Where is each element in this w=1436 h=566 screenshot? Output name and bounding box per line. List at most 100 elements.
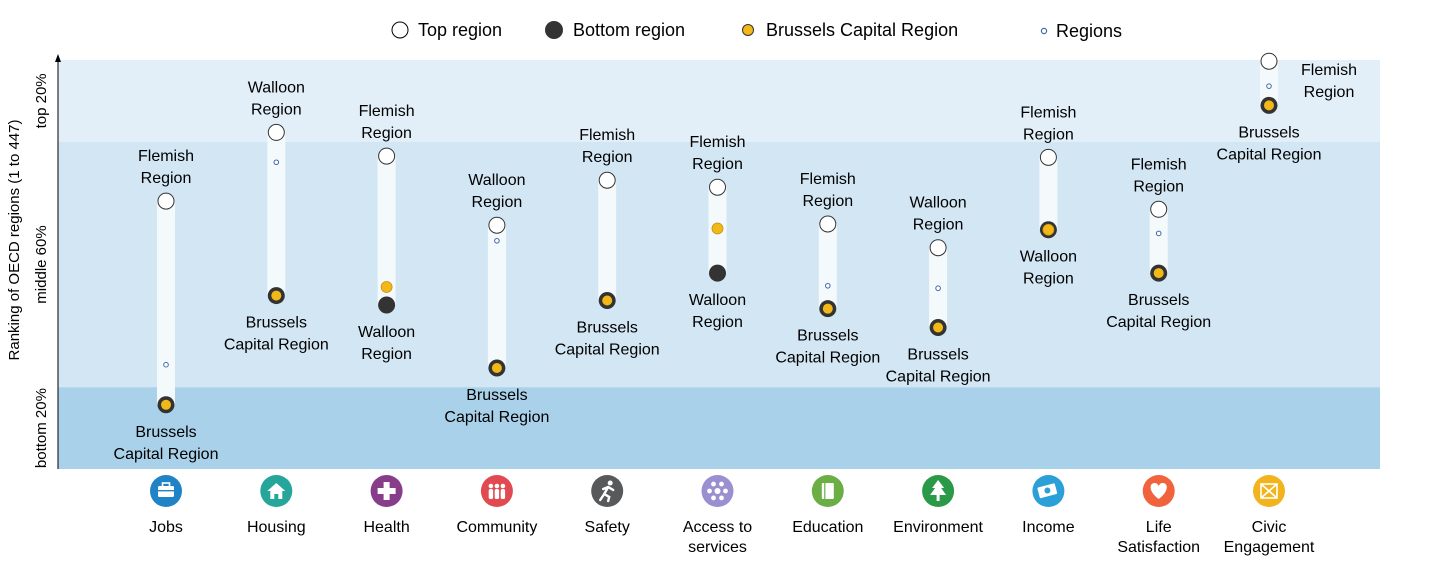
brussels-dot <box>822 303 833 314</box>
top-region-label: Walloon <box>909 195 966 212</box>
bottom-region-label: Capital Region <box>886 368 991 385</box>
glyph <box>930 480 947 495</box>
top-region-dot <box>1150 200 1168 218</box>
book-icon <box>811 475 844 507</box>
bottom-region-label: Region <box>692 314 743 331</box>
banknote-icon <box>1032 475 1065 507</box>
range-bar <box>818 224 837 309</box>
band-label: bottom 20% <box>33 388 50 468</box>
glyph <box>161 482 171 488</box>
range-bar <box>598 180 617 301</box>
bottom-region-label: Brussels <box>907 346 968 363</box>
glyph <box>1260 483 1278 499</box>
glyph <box>936 495 940 501</box>
range-bar <box>487 225 506 368</box>
glyph <box>1044 487 1051 494</box>
network-dots-icon <box>701 475 734 507</box>
category-housing <box>267 123 286 305</box>
top-region-label: Flemish <box>1301 62 1357 79</box>
top-region-label: Region <box>1023 126 1074 143</box>
bottom-region-label: Walloon <box>689 292 746 309</box>
category-label: services <box>688 539 747 556</box>
glyph <box>821 483 834 499</box>
category-health <box>377 147 396 314</box>
range-bars <box>157 52 1278 414</box>
glyph <box>494 483 500 489</box>
top-region-dot <box>267 123 285 141</box>
band-label: top 20% <box>33 73 50 128</box>
legend-top-marker <box>391 21 409 39</box>
bottom-region-dot <box>709 264 726 282</box>
brussels-dot <box>1153 268 1164 279</box>
top-region-dot <box>819 215 837 233</box>
glyph <box>158 490 174 492</box>
top-region-label: Flemish <box>579 127 635 144</box>
band-bottom-20- <box>58 387 1380 469</box>
bottom-region-label: Walloon <box>1020 249 1077 266</box>
category-label: Health <box>363 519 409 536</box>
glyph <box>488 489 494 499</box>
top-region-dot <box>378 147 396 165</box>
brussels-dot <box>933 322 944 333</box>
bottom-region-label: Capital Region <box>444 409 549 426</box>
legend: Top region Bottom region Brussels Capital … <box>391 20 1122 41</box>
top-region-dot <box>157 192 175 210</box>
top-region-label: Flemish <box>138 148 194 165</box>
glyph <box>158 486 174 497</box>
top-region-label: Region <box>1304 84 1355 101</box>
bottom-region-label: Brussels <box>1238 124 1299 141</box>
top-region-label: Walloon <box>248 79 305 96</box>
glyph <box>377 482 396 500</box>
people-icon <box>480 475 513 507</box>
category-label: Safety <box>585 519 630 536</box>
bottom-region-label: Capital Region <box>1217 146 1322 163</box>
range-bar <box>267 132 286 296</box>
category-label: Income <box>1022 519 1075 536</box>
point-labels: Flemish Region Brussels Capital Region Wallo… <box>114 62 1357 463</box>
bottom-region-label: Region <box>361 346 412 363</box>
brussels-dot <box>161 399 171 410</box>
bottom-region-dot <box>378 296 396 314</box>
top-region-dot <box>929 239 947 257</box>
category-label: Jobs <box>149 519 183 536</box>
brussels-dot <box>711 222 724 235</box>
glyph <box>599 485 615 503</box>
range-bar <box>1149 209 1168 274</box>
house-icon <box>260 475 293 507</box>
top-region-label: Region <box>802 193 853 210</box>
top-region-label: Region <box>913 217 964 234</box>
category-icons: Jobs Housing Health Community Safety Access t… <box>149 475 1315 556</box>
top-region-label: Flemish <box>359 103 415 120</box>
bottom-region-label: Brussels <box>797 328 858 345</box>
category-label: Housing <box>247 519 306 536</box>
legend-bottom-marker <box>545 21 563 39</box>
category-label: Engagement <box>1224 539 1315 556</box>
bottom-region-label: Brussels <box>1128 292 1189 309</box>
region-dot <box>1266 83 1272 89</box>
bottom-region-label: Brussels <box>246 315 307 332</box>
bottom-region-label: Capital Region <box>1106 314 1211 331</box>
category-label: Community <box>456 519 537 536</box>
brussels-dot <box>1042 223 1055 236</box>
range-bar <box>1260 61 1278 106</box>
brussels-dot <box>1264 100 1274 111</box>
bottom-region-label: Brussels <box>577 319 638 336</box>
glyph <box>723 488 728 494</box>
legend-bottom-label: Bottom region <box>573 20 685 40</box>
category-label: Life <box>1146 519 1172 536</box>
glyph <box>500 483 506 489</box>
tree-icon <box>922 475 955 507</box>
range-bar <box>377 156 396 305</box>
top-region-label: Walloon <box>468 172 525 189</box>
region-dot <box>935 285 941 292</box>
category-safety <box>598 171 617 309</box>
brussels-dot <box>271 290 282 301</box>
bottom-region-label: Region <box>1023 271 1074 288</box>
region-dot <box>163 361 169 368</box>
category-label: Access to <box>683 519 752 536</box>
category-label: Environment <box>893 519 983 536</box>
brussels-dot <box>491 362 502 373</box>
bottom-region-label: Capital Region <box>114 446 219 463</box>
glyph <box>711 495 716 501</box>
